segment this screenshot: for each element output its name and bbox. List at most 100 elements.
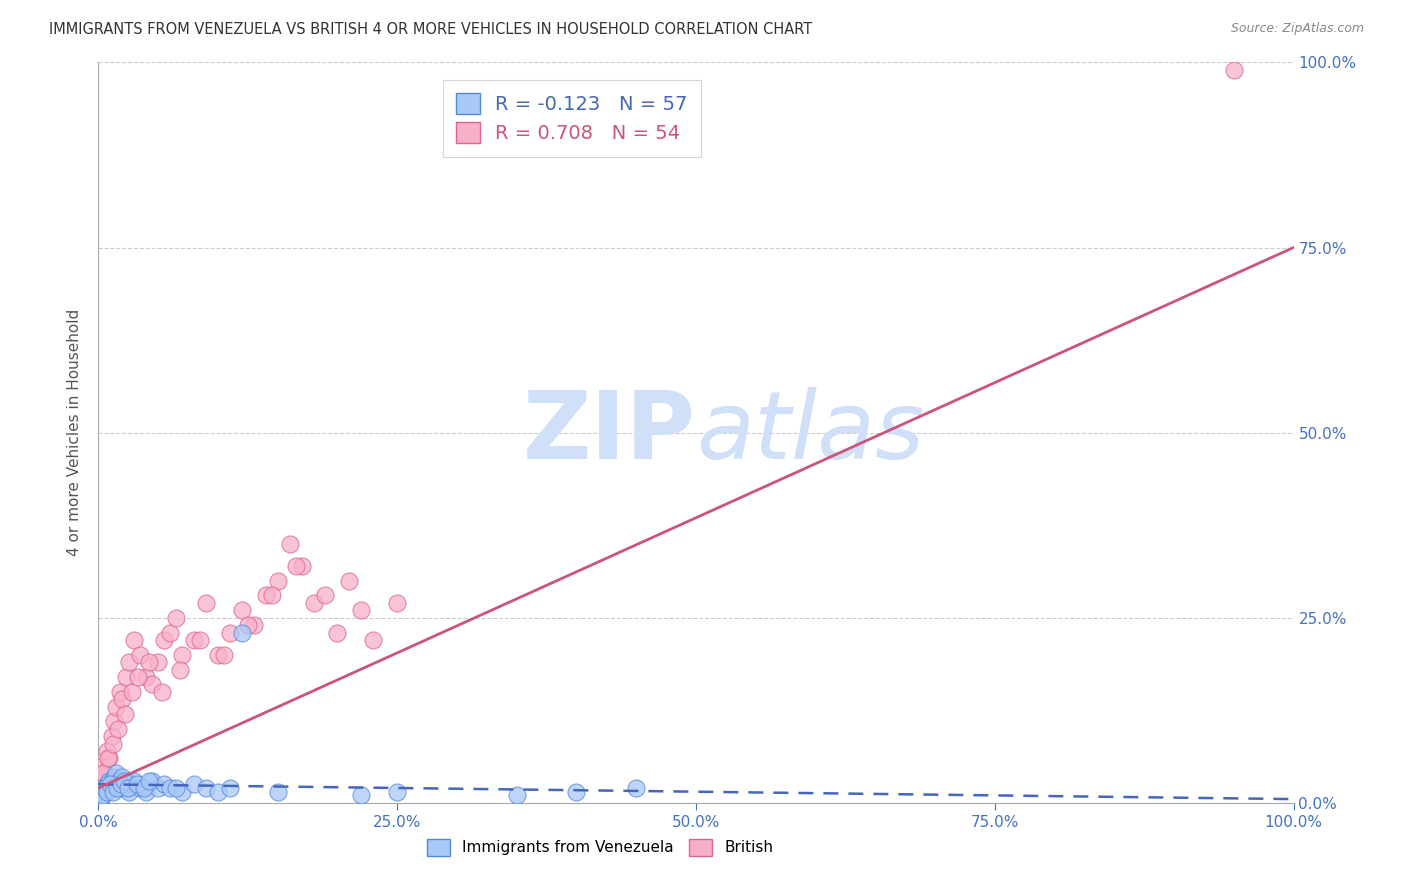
- Point: [121, 685, 143, 699]
- Point: [159, 780, 181, 795]
- Point: [326, 625, 349, 640]
- Point: [315, 589, 337, 603]
- Point: [114, 780, 136, 795]
- Point: [105, 699, 128, 714]
- Point: [339, 574, 361, 588]
- Point: [172, 785, 194, 799]
- Point: [103, 785, 125, 799]
- Point: [135, 785, 157, 799]
- Point: [207, 648, 229, 662]
- Point: [117, 780, 139, 795]
- Point: [129, 780, 152, 795]
- Point: [254, 589, 277, 603]
- Point: [207, 785, 229, 799]
- Point: [124, 632, 146, 647]
- Point: [98, 777, 121, 791]
- Point: [153, 777, 176, 791]
- Point: [188, 632, 211, 647]
- Point: [97, 751, 120, 765]
- Text: Source: ZipAtlas.com: Source: ZipAtlas.com: [1230, 22, 1364, 36]
- Point: [291, 558, 314, 573]
- Point: [284, 558, 307, 573]
- Point: [91, 789, 114, 803]
- Point: [129, 648, 152, 662]
- Legend: Immigrants from Venezuela, British: Immigrants from Venezuela, British: [422, 833, 779, 862]
- Point: [278, 536, 301, 550]
- Point: [115, 773, 138, 788]
- Point: [94, 785, 117, 799]
- Point: [98, 751, 121, 765]
- Point: [195, 596, 218, 610]
- Point: [506, 789, 529, 803]
- Point: [101, 737, 124, 751]
- Point: [110, 777, 132, 791]
- Point: [101, 777, 124, 791]
- Point: [260, 589, 283, 603]
- Point: [148, 780, 170, 795]
- Point: [243, 618, 266, 632]
- Point: [565, 785, 588, 799]
- Point: [89, 773, 111, 788]
- Point: [108, 780, 131, 795]
- Point: [96, 744, 118, 758]
- Point: [98, 773, 121, 788]
- Text: atlas: atlas: [696, 387, 924, 478]
- Point: [111, 770, 134, 784]
- Point: [141, 677, 163, 691]
- Point: [96, 785, 118, 799]
- Point: [115, 670, 138, 684]
- Point: [138, 655, 160, 669]
- Point: [350, 789, 373, 803]
- Point: [118, 785, 141, 799]
- Point: [105, 766, 128, 780]
- Point: [350, 603, 373, 617]
- Point: [385, 785, 409, 799]
- Point: [267, 574, 290, 588]
- Point: [626, 780, 648, 795]
- Point: [219, 625, 242, 640]
- Point: [231, 603, 253, 617]
- Point: [114, 706, 136, 721]
- Point: [302, 596, 325, 610]
- Point: [219, 780, 242, 795]
- Point: [236, 618, 259, 632]
- Point: [105, 780, 128, 795]
- Point: [103, 714, 125, 729]
- Point: [89, 789, 111, 803]
- Point: [1223, 62, 1246, 77]
- Point: [183, 777, 205, 791]
- Point: [108, 685, 131, 699]
- Point: [96, 777, 118, 791]
- Y-axis label: 4 or more Vehicles in Household: 4 or more Vehicles in Household: [67, 309, 83, 557]
- Point: [91, 766, 114, 780]
- Point: [138, 773, 160, 788]
- Point: [111, 692, 134, 706]
- Point: [98, 780, 122, 795]
- Point: [267, 785, 290, 799]
- Point: [385, 596, 409, 610]
- Point: [107, 777, 129, 791]
- Point: [159, 625, 181, 640]
- Point: [183, 632, 205, 647]
- Point: [150, 685, 173, 699]
- Point: [135, 670, 157, 684]
- Point: [165, 780, 187, 795]
- Point: [141, 773, 163, 788]
- Point: [165, 610, 187, 624]
- Point: [97, 780, 120, 795]
- Point: [195, 780, 218, 795]
- Point: [172, 648, 194, 662]
- Point: [93, 780, 115, 795]
- Point: [94, 780, 117, 795]
- Point: [212, 648, 235, 662]
- Text: IMMIGRANTS FROM VENEZUELA VS BRITISH 4 OR MORE VEHICLES IN HOUSEHOLD CORRELATION: IMMIGRANTS FROM VENEZUELA VS BRITISH 4 O…: [49, 22, 813, 37]
- Point: [127, 670, 149, 684]
- Point: [112, 773, 135, 788]
- Point: [104, 780, 127, 795]
- Point: [231, 625, 253, 640]
- Point: [107, 773, 129, 788]
- Point: [107, 722, 129, 736]
- Point: [91, 785, 114, 799]
- Point: [124, 773, 146, 788]
- Point: [93, 766, 115, 780]
